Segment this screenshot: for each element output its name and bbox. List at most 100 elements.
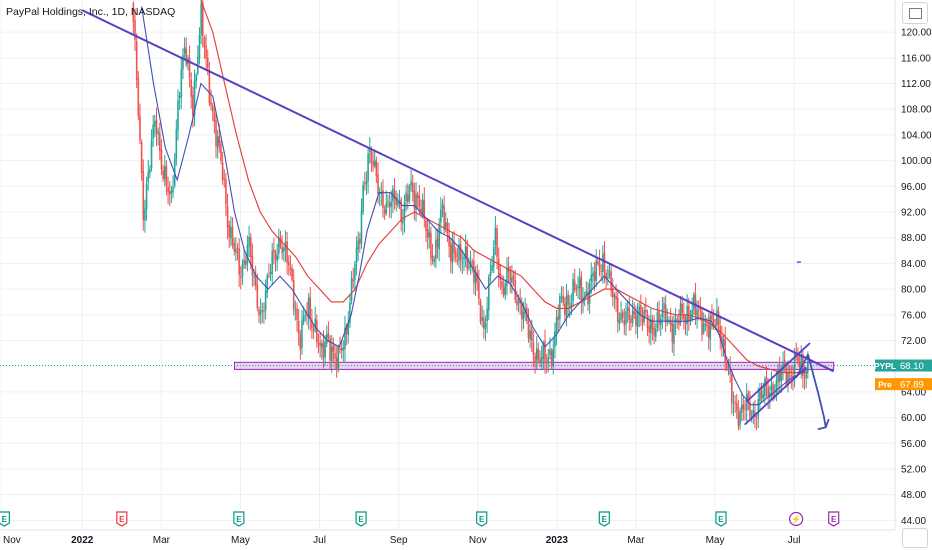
candle-body	[807, 360, 809, 373]
chart-settings-button[interactable]	[902, 2, 928, 24]
candle-body	[378, 192, 381, 194]
candle-body	[454, 251, 457, 258]
candle-body	[365, 180, 368, 185]
x-tick-label: 2022	[71, 535, 94, 546]
candle-body	[659, 318, 662, 326]
y-tick-label: 120.00	[901, 28, 932, 39]
candle-body	[413, 190, 416, 209]
candle-body	[630, 318, 632, 323]
chart-title: PayPal Holdings, Inc., 1D, NASDAQ	[6, 6, 176, 18]
candle-body	[463, 257, 465, 260]
earnings-icon	[116, 511, 128, 527]
candle-body	[466, 246, 469, 270]
candle-body	[180, 68, 183, 97]
candle-body	[494, 228, 497, 246]
candle-body	[783, 360, 786, 368]
event-marker-earnings[interactable]: E	[715, 511, 727, 527]
candle-body	[225, 179, 227, 205]
candle-body	[633, 311, 636, 315]
candle-body	[321, 343, 323, 348]
candle-body	[762, 394, 765, 399]
event-marker-earnings[interactable]: E	[355, 511, 367, 527]
candle-body	[459, 244, 462, 261]
candle-body	[329, 338, 331, 361]
candle-body	[483, 318, 485, 329]
candle-body	[385, 202, 388, 214]
candle-body	[226, 206, 229, 227]
candle-body	[549, 349, 551, 356]
candle-body	[707, 325, 710, 338]
candle-body	[297, 321, 300, 334]
candle-body	[228, 225, 231, 237]
candle-body	[501, 281, 503, 288]
earnings-icon	[715, 511, 727, 527]
candle-body	[345, 325, 348, 334]
candle-body	[402, 220, 404, 224]
event-letter: E	[831, 515, 837, 524]
candle-body	[597, 261, 599, 264]
event-marker-earnings[interactable]: E	[116, 511, 128, 527]
event-marker-earnings[interactable]: E	[233, 511, 245, 527]
candle-body	[537, 349, 540, 360]
candle-body	[137, 78, 140, 116]
candle-body	[744, 408, 746, 410]
event-marker-earnings[interactable]: E	[598, 511, 610, 527]
y-tick-label: 56.00	[901, 439, 926, 450]
candle-body	[620, 313, 622, 321]
candle-body	[372, 161, 374, 167]
event-marker-split[interactable]: ⚡	[789, 511, 804, 527]
candle-body	[800, 356, 803, 369]
candle-body	[368, 149, 371, 153]
candle-body	[683, 314, 685, 320]
candle-body	[593, 271, 596, 281]
candle-body	[732, 403, 735, 405]
candle-body	[382, 190, 384, 209]
y-tick-label: 44.00	[901, 516, 926, 527]
candle-body	[704, 324, 707, 326]
candle-body	[163, 166, 166, 180]
candle-body	[150, 140, 153, 169]
candle-body	[236, 248, 239, 250]
event-marker-earnings[interactable]: E	[0, 511, 10, 527]
candle-body	[580, 276, 583, 303]
candle-body	[716, 310, 718, 326]
candle-body	[220, 144, 222, 161]
x-tick-label: Mar	[153, 535, 171, 546]
candle-body	[403, 202, 406, 221]
candle-body	[611, 289, 614, 298]
candle-body	[433, 259, 436, 263]
y-tick-label: 60.00	[901, 413, 926, 424]
candle-body	[782, 362, 784, 372]
candle-body	[395, 197, 398, 205]
candle-body	[689, 317, 692, 320]
candle-body	[393, 190, 396, 200]
candle-body	[621, 311, 624, 319]
candle-body	[504, 283, 507, 295]
candle-body	[145, 183, 148, 210]
candle-body	[534, 355, 536, 363]
candle-body	[307, 298, 310, 318]
candle-body	[132, 3, 135, 22]
candle-body	[233, 243, 235, 252]
candle-body	[679, 303, 682, 324]
candle-body	[388, 202, 391, 208]
candle-body	[778, 368, 781, 382]
event-marker-earnings[interactable]: E	[476, 511, 488, 527]
candle-body	[294, 310, 297, 312]
y-tick-label: 76.00	[901, 310, 926, 321]
candle-body	[706, 323, 708, 327]
candle-body	[557, 316, 560, 320]
event-marker-upcoming[interactable]: E	[828, 511, 840, 527]
candle-body	[654, 328, 657, 338]
y-tick-label: 108.00	[901, 105, 932, 116]
candle-body	[516, 300, 518, 306]
auto-scale-button[interactable]	[902, 528, 928, 548]
x-tick-label: May	[231, 535, 250, 546]
candle-body	[643, 310, 645, 322]
candle-body	[608, 269, 611, 277]
candle-body	[540, 357, 543, 362]
candle-body	[263, 310, 265, 313]
candle-body	[134, 20, 136, 40]
candle-body	[588, 283, 591, 304]
